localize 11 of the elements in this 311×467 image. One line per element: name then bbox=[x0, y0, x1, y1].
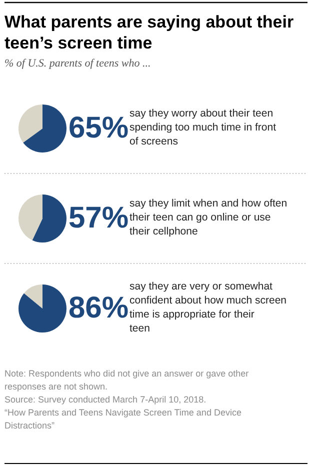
chart-title: What parents are saying about their teen’s screen time bbox=[4, 12, 294, 52]
chart-subtitle: % of U.S. parents of teens who ... bbox=[4, 58, 151, 70]
slice-label: say they worry about their teen spending too much time in front of screens bbox=[130, 108, 276, 148]
source-note: Source: Survey conducted March 7-April 10, 2018. bbox=[4, 394, 206, 404]
data-label: 86% bbox=[68, 292, 129, 324]
text: Note: Respondents who did not give an answer or gave other responses are not shown. bbox=[4, 368, 249, 392]
text: “How Parents and Teens Navigate Screen Time and Device Distractions” bbox=[4, 408, 242, 430]
slice-label: say they are very or somewhat confident about how much screen time is appropriate for their teen bbox=[130, 280, 287, 334]
data-label: 57% bbox=[68, 202, 129, 234]
data-label: 65% bbox=[68, 112, 129, 144]
slice-label: say they limit when and how often their teen can go online or use their cellphone bbox=[130, 198, 288, 238]
